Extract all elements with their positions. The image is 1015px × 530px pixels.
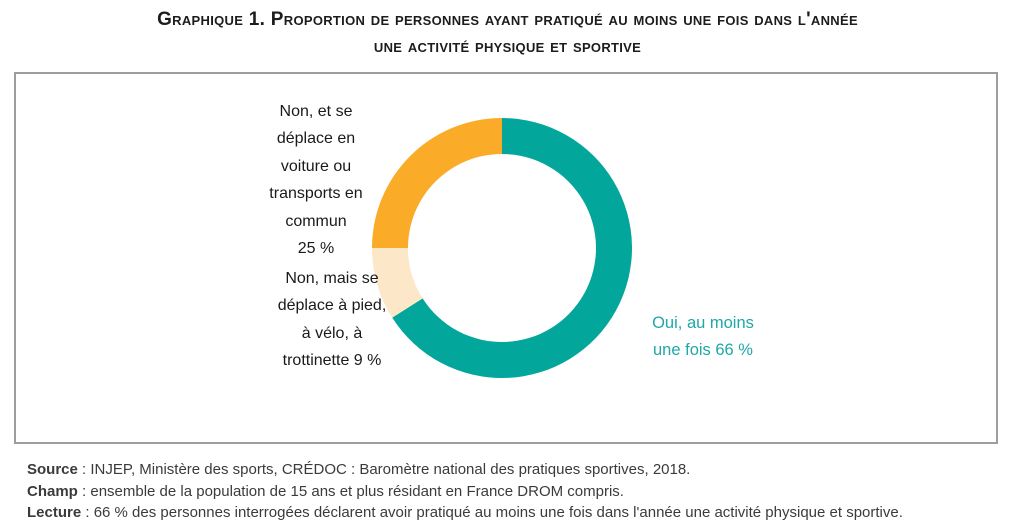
chart-frame: Non, et se déplace en voiture ou transpo…	[14, 72, 998, 444]
slice-label-non-voiture-transports: Non, et se déplace en voiture ou transpo…	[269, 103, 363, 258]
note-line: Source : INJEP, Ministère des sports, CR…	[27, 459, 997, 481]
donut-chart	[372, 118, 633, 378]
note-line: Champ : ensemble de la population de 15 …	[27, 481, 997, 503]
note-text: : ensemble de la population de 15 ans et…	[77, 482, 624, 500]
note-label: Champ	[27, 482, 78, 500]
slice-label-oui-au-moins-une-fois: Oui, au moins une fois 66 %	[652, 314, 754, 359]
note-line: Lecture : 66 % des personnes interrogées…	[27, 502, 997, 524]
chart-title: Graphique 1. Proportion de personnes aya…	[157, 9, 858, 57]
donut-slice-non-deplace-a-pied-velo-trottinette	[372, 248, 423, 318]
note-text: : 66 % des personnes interrogées déclare…	[81, 504, 903, 522]
slice-label-non-pied-velo-trottinette: Non, mais se déplace à pied, à vélo, à t…	[277, 270, 387, 370]
figure-notes: Source : INJEP, Ministère des sports, CR…	[27, 459, 997, 524]
note-label: Source	[27, 461, 78, 478]
donut-slice-oui-au-moins-une-fois	[392, 118, 633, 378]
note-label: Lecture	[27, 504, 82, 522]
note-text: : INJEP, Ministère des sports, CRÉDOC : …	[77, 461, 691, 478]
donut-slice-non-deplace-voiture-transports-commun	[372, 118, 502, 248]
